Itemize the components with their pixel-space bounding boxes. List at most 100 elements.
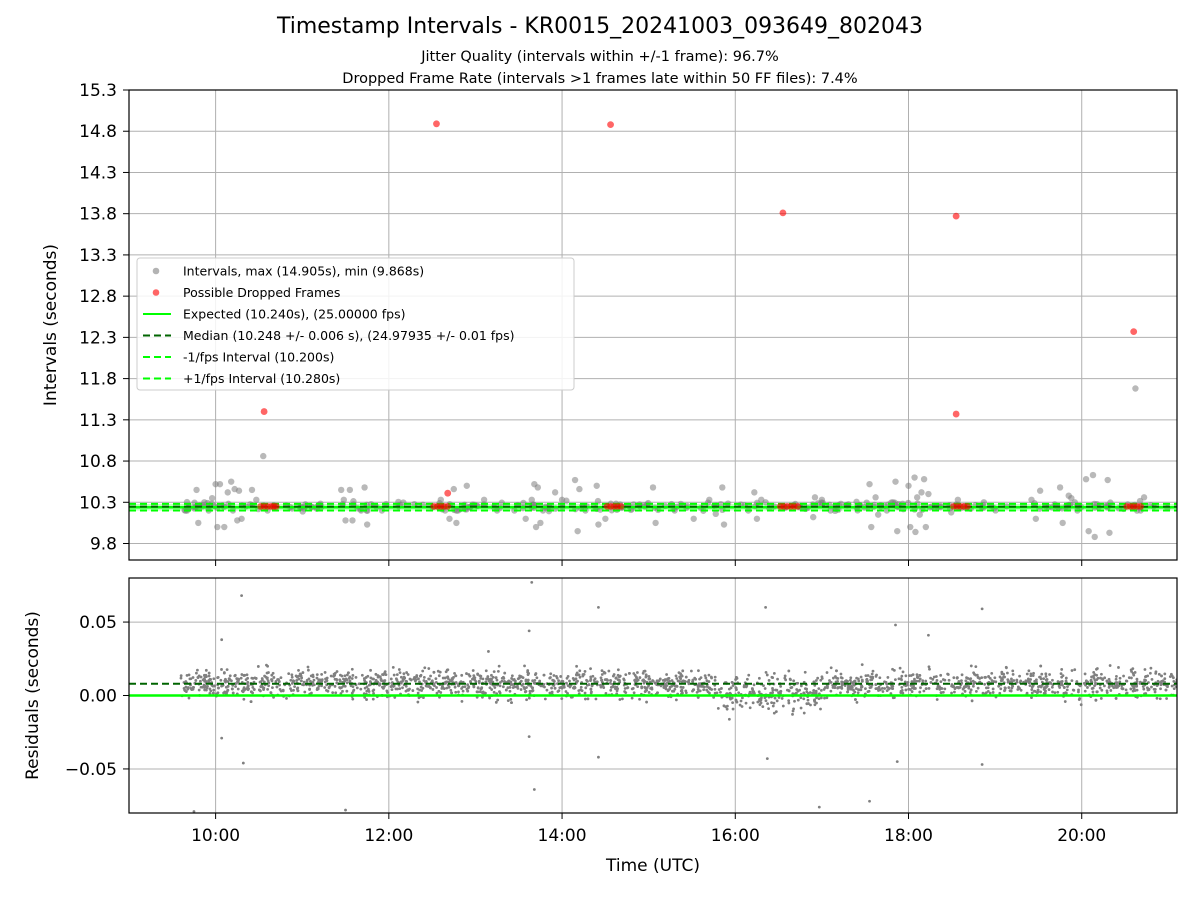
residual-point: [972, 680, 976, 684]
residual-point: [506, 680, 510, 684]
residual-point: [1115, 681, 1119, 684]
residual-point: [1083, 672, 1087, 676]
residual-point: [1039, 690, 1043, 694]
residual-point: [877, 686, 881, 690]
residual-point: [240, 594, 243, 598]
residual-point: [188, 677, 192, 681]
residual-point: [987, 675, 991, 679]
residual-point: [777, 691, 780, 695]
residual-point: [543, 685, 546, 689]
residual-point: [775, 699, 779, 703]
residual-point: [219, 678, 223, 682]
residual-point: [1011, 669, 1015, 673]
residual-point: [860, 679, 864, 683]
residual-point: [910, 690, 914, 693]
interval-point: [652, 519, 659, 527]
residual-point: [487, 650, 490, 653]
residual-point: [492, 670, 496, 674]
residual-point: [814, 691, 818, 695]
residual-point: [297, 677, 301, 681]
residual-point: [699, 676, 703, 680]
residual-point: [817, 805, 821, 809]
residual-point: [983, 682, 987, 686]
interval-point: [706, 496, 713, 504]
residual-point: [940, 687, 944, 690]
residual-point: [1093, 684, 1096, 688]
residual-point: [772, 711, 776, 715]
residual-point: [568, 679, 571, 683]
residual-point: [901, 691, 905, 695]
residual-point: [449, 688, 453, 692]
residual-point: [404, 689, 408, 693]
residual-point: [613, 685, 617, 689]
residual-point: [1045, 678, 1049, 681]
residual-point: [708, 686, 712, 690]
residual-point: [642, 678, 645, 682]
interval-point: [892, 478, 899, 485]
residual-point: [802, 711, 806, 715]
residual-point: [1103, 676, 1107, 680]
residual-point: [450, 691, 453, 695]
residual-point: [777, 696, 781, 699]
residual-point: [476, 690, 480, 694]
residual-point: [766, 702, 769, 706]
residual-point: [1030, 688, 1034, 692]
residual-point: [363, 686, 367, 690]
residual-point: [1060, 668, 1064, 671]
residual-point: [622, 677, 626, 681]
residual-point: [199, 685, 203, 689]
dropped-frame-point: [794, 503, 802, 510]
residual-point: [395, 673, 399, 677]
residual-point: [819, 678, 823, 682]
residual-point: [409, 678, 413, 682]
residual-point: [434, 677, 438, 681]
residual-point: [498, 691, 502, 695]
interval-point: [498, 499, 506, 506]
residual-point: [1063, 700, 1067, 703]
dropped-frame-point: [444, 489, 452, 497]
residual-point: [839, 676, 843, 679]
residual-point: [234, 685, 237, 688]
residual-point: [811, 691, 815, 695]
residual-point: [808, 691, 812, 694]
residual-point: [1016, 688, 1020, 691]
residual-point: [655, 679, 659, 683]
residual-point: [351, 674, 355, 677]
residual-point: [636, 685, 640, 689]
residual-point: [1061, 674, 1065, 678]
residual-point: [497, 664, 501, 668]
residual-point: [856, 677, 860, 681]
residual-point: [335, 681, 339, 685]
residual-point: [787, 689, 791, 693]
residual-point: [978, 680, 982, 684]
residual-point: [348, 679, 352, 683]
residual-point: [577, 673, 581, 677]
residual-point: [295, 678, 299, 682]
residual-point: [647, 674, 651, 678]
residual-point: [921, 679, 925, 683]
x-axis-label: Time (UTC): [605, 856, 700, 876]
residual-point: [918, 677, 922, 681]
residual-point: [1112, 686, 1116, 690]
residual-point: [506, 686, 510, 690]
residual-point: [727, 717, 731, 721]
residual-point: [832, 676, 835, 680]
interval-point: [528, 496, 535, 504]
residual-point: [651, 679, 655, 683]
residual-point: [450, 677, 454, 680]
residual-point: [417, 696, 421, 700]
interval-point: [837, 500, 845, 507]
residual-point: [713, 687, 717, 691]
residual-point: [968, 691, 972, 694]
y-tick-label: 9.8: [90, 535, 117, 555]
interval-point: [922, 523, 930, 531]
interval-point: [214, 523, 221, 531]
residuals-panel: 10:00 12:00 14:00 16:00 18:00 20:00 −0.05 0.00 0…: [23, 577, 1178, 876]
residual-point: [510, 701, 513, 705]
residual-point: [195, 671, 198, 675]
dropped-frame-point: [964, 503, 971, 510]
legend: Intervals, max (14.905s), min (9.868s) Po…: [136, 257, 575, 391]
residual-point: [1092, 674, 1096, 678]
residual-point: [309, 674, 313, 678]
